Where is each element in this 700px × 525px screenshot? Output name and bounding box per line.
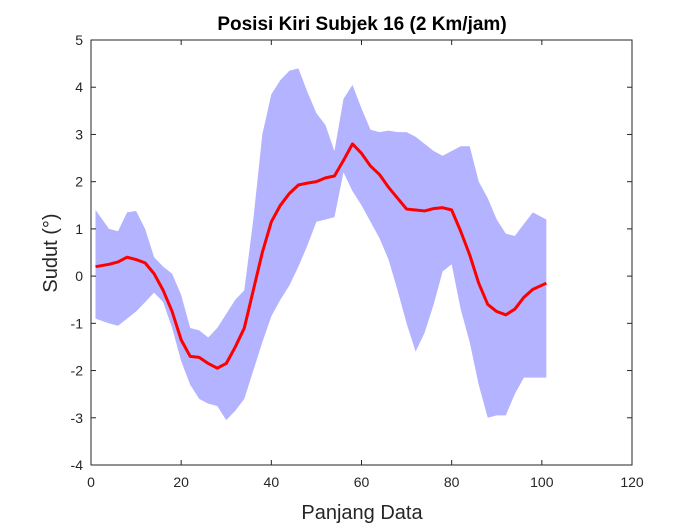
- x-tick-label: 120: [620, 474, 644, 490]
- y-tick-label: -3: [71, 410, 84, 426]
- y-tick-label: -4: [71, 457, 84, 473]
- y-tick-label: -1: [71, 315, 84, 331]
- chart-title: Posisi Kiri Subjek 16 (2 Km/jam): [217, 14, 506, 35]
- y-tick-label: 1: [75, 221, 83, 237]
- x-axis-label: Panjang Data: [301, 502, 423, 524]
- x-tick-label: 40: [264, 474, 280, 490]
- x-tick-label: 0: [87, 474, 95, 490]
- std-band-area: [95, 68, 547, 421]
- y-tick-label: -2: [71, 363, 84, 379]
- plot-area: [95, 68, 547, 421]
- y-tick-label: 4: [75, 79, 83, 95]
- x-tick-label: 20: [173, 474, 189, 490]
- x-tick-label: 60: [354, 474, 370, 490]
- y-tick-label: 2: [75, 174, 83, 190]
- y-tick-label: 5: [75, 32, 83, 48]
- mean-line: [95, 142, 547, 370]
- x-tick-label: 80: [444, 474, 460, 490]
- y-tick-label: 0: [75, 268, 83, 284]
- y-tick-label: 3: [75, 126, 83, 142]
- y-axis-label: Sudut (°): [40, 213, 62, 292]
- x-tick-label: 100: [530, 474, 554, 490]
- axes: 0 20 40 60 80 100 120 -4 -3 -2 -1 0 1 2 3 4 5: [71, 32, 644, 490]
